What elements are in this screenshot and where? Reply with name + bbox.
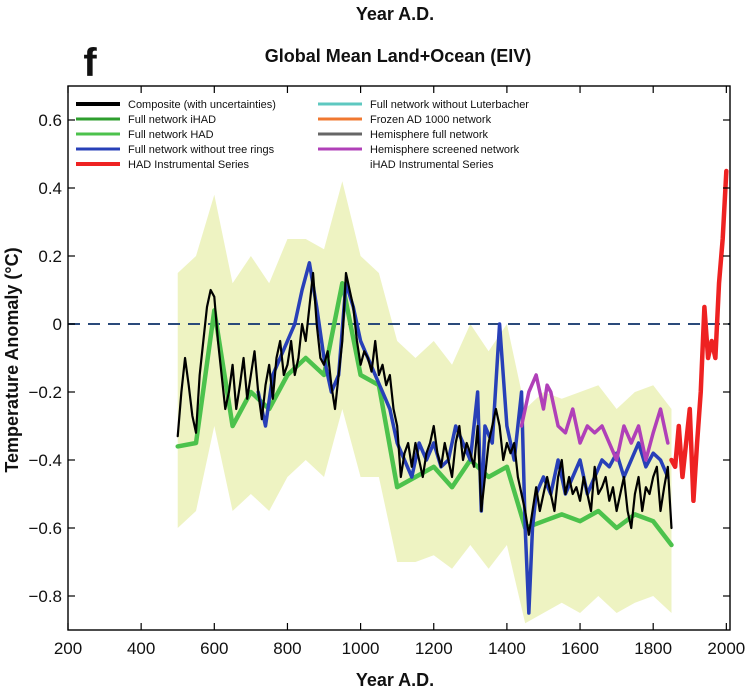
x-tick-label: 400 (127, 639, 155, 658)
legend-label-full-network-without-tree-rings: Full network without tree rings (128, 144, 275, 156)
legend-label-full-network-ihad: Full network iHAD (128, 114, 216, 126)
x-tick-label: 600 (200, 639, 228, 658)
y-tick-label: 0.6 (38, 111, 62, 130)
y-axis-label: Temperature Anomaly (°C) (2, 247, 22, 472)
legend: Composite (with uncertainties) Full netwo… (76, 99, 529, 171)
legend-label-composite-with-uncertainties: Composite (with uncertainties) (128, 99, 276, 111)
x-tick-label: 800 (273, 639, 301, 658)
series-line-hemisphere-screened-network (519, 373, 670, 462)
panel-label: f (83, 41, 97, 85)
x-tick-label: 200 (54, 639, 82, 658)
legend-label-full-network-had: Full network HAD (128, 129, 214, 141)
y-tick-label: −0.8 (28, 587, 62, 606)
plot-area: Composite (with uncertainties) Full netwo… (28, 85, 745, 658)
top-x-axis-label: Year A.D. (356, 4, 434, 24)
legend-label-had-instrumental-series: HAD Instrumental Series (128, 159, 250, 171)
y-tick-label: 0.2 (38, 247, 62, 266)
legend-label-full-network-without-luterbacher: Full network without Luterbacher (370, 99, 529, 111)
x-tick-label: 1600 (561, 639, 599, 658)
y-tick-label: −0.6 (28, 519, 62, 538)
y-tick-label: 0.4 (38, 179, 62, 198)
series-line-composite-with-uncertainties (176, 271, 673, 536)
legend-label-ihad-instrumental-series: iHAD Instrumental Series (370, 159, 494, 171)
chart-title: Global Mean Land+Ocean (EIV) (265, 46, 532, 66)
y-tick-label: −0.2 (28, 383, 62, 402)
x-tick-label: 2000 (707, 639, 745, 658)
x-tick-label: 1200 (415, 639, 453, 658)
legend-label-hemisphere-full-network: Hemisphere full network (370, 129, 488, 141)
x-tick-label: 1400 (488, 639, 526, 658)
x-tick-label: 1800 (634, 639, 672, 658)
y-tick-label: −0.4 (28, 451, 62, 470)
x-tick-label: 1000 (342, 639, 380, 658)
legend-label-frozen-ad-1000-network: Frozen AD 1000 network (370, 114, 492, 126)
plot-frame (67, 85, 731, 631)
legend-label-hemisphere-screened-network: Hemisphere screened network (370, 144, 520, 156)
x-axis-label: Year A.D. (356, 670, 434, 690)
series-line-had-instrumental-series (669, 168, 729, 504)
y-tick-label: 0 (53, 315, 62, 334)
